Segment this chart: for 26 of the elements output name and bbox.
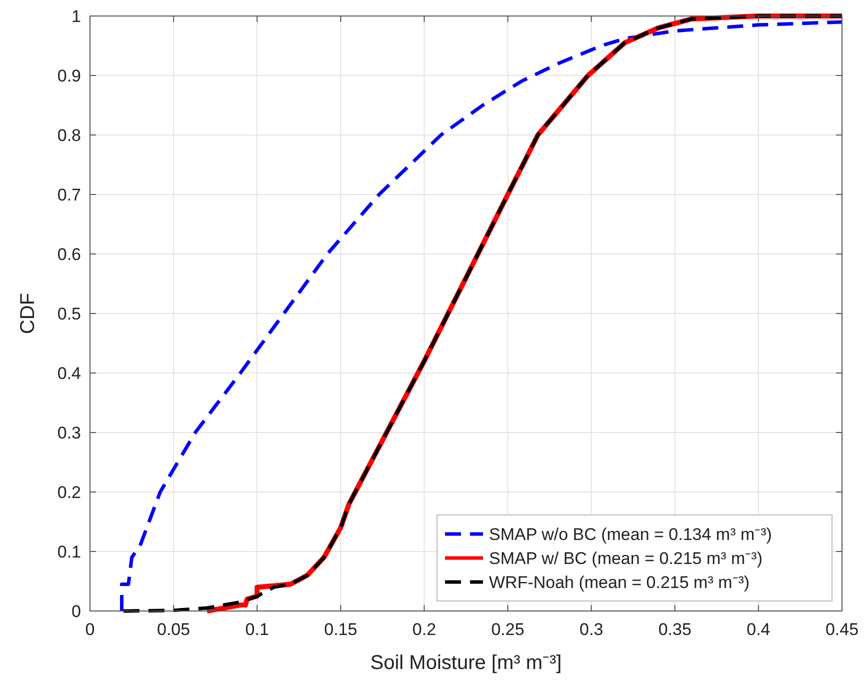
x-tick-label: 0.05 [157,620,190,639]
x-tick-label: 0.15 [324,620,358,639]
y-tick-label: 0 [72,602,81,621]
x-tick-label: 0.35 [658,620,692,639]
y-tick-label: 0.4 [57,364,81,383]
y-tick-label: 0.8 [57,126,81,145]
y-tick-label: 0.9 [57,66,81,86]
y-axis-title: CDF [17,292,39,334]
legend-label: WRF-Noah (mean = 0.215 m³ m⁻³) [489,572,750,592]
x-tick-label: 0.25 [491,620,524,639]
y-tick-label: 0.7 [57,185,81,204]
x-tick-label: 0.1 [245,620,269,639]
x-tick-label: 0 [85,620,95,639]
y-tick-label: 0.2 [57,482,81,502]
legend-label: SMAP w/o BC (mean = 0.134 m³ m⁻³) [489,524,772,544]
x-axis-title: Soil Moisture [m³ m⁻³] [370,652,562,674]
x-tick-label: 0.4 [746,620,770,639]
legend-label: SMAP w/ BC (mean = 0.215 m³ m⁻³) [489,548,763,568]
x-tick-label: 0.45 [825,620,859,639]
x-tick-label: 0.2 [412,620,436,639]
y-tick-label: 0.5 [57,304,81,324]
y-tick-label: 0.3 [57,423,81,442]
x-tick-label: 0.3 [580,620,604,639]
y-tick-label: 1 [72,6,81,26]
y-tick-label: 0.1 [57,542,81,562]
y-tick-label: 0.6 [57,244,81,264]
